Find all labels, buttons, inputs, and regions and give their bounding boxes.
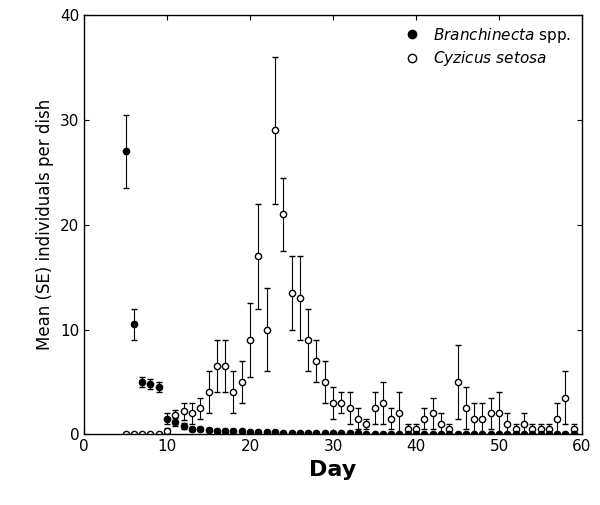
Y-axis label: Mean (SE) individuals per dish: Mean (SE) individuals per dish	[36, 99, 54, 350]
X-axis label: Day: Day	[310, 460, 356, 480]
Legend: $\it{Branchinecta}$ spp., $\it{Cyzicus\ setosa}$: $\it{Branchinecta}$ spp., $\it{Cyzicus\ …	[394, 23, 574, 72]
